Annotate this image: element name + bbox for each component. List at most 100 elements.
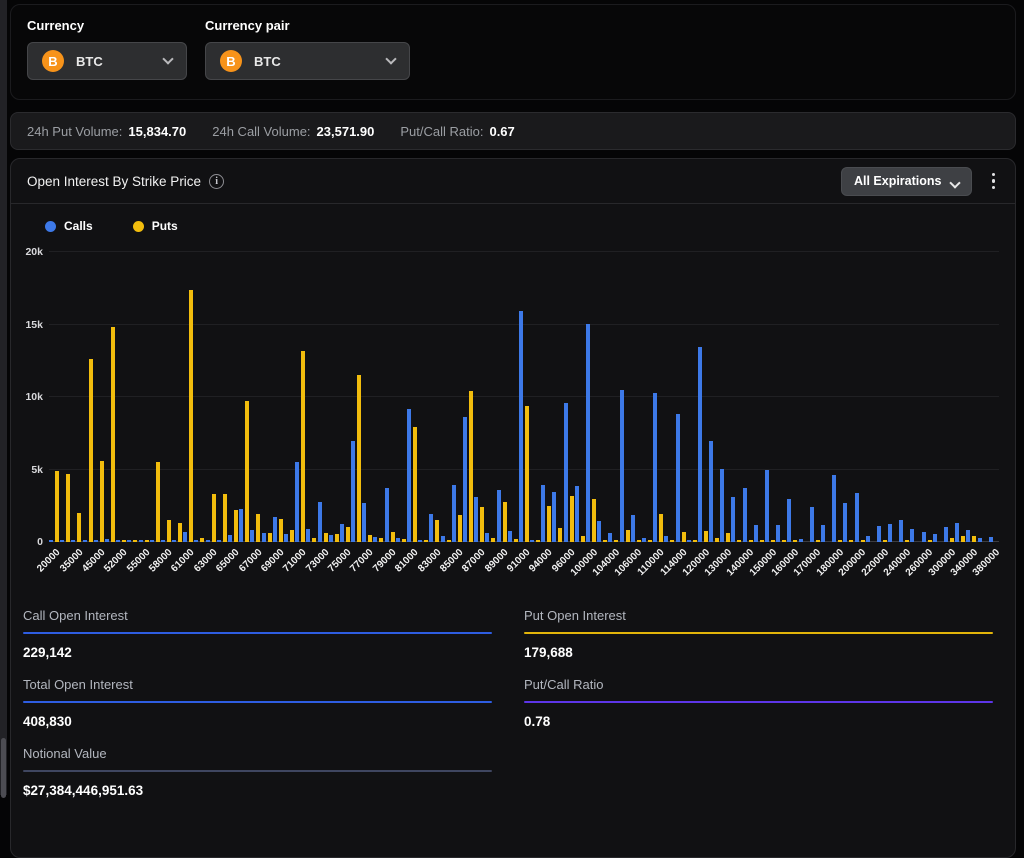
bar-group-55000[interactable]: 55000	[139, 252, 149, 542]
bar-group-50000[interactable]	[105, 252, 115, 542]
bar-group-102000[interactable]	[597, 252, 607, 542]
bar-group-79000[interactable]: 79000	[385, 252, 395, 542]
bar-group-72000[interactable]	[306, 252, 316, 542]
bar-group-63000[interactable]: 63000	[206, 252, 216, 542]
bar-group-77000[interactable]: 77000	[362, 252, 372, 542]
bar-group-70000[interactable]	[284, 252, 294, 542]
bar-group-380000[interactable]: 380000	[989, 252, 999, 542]
currency-dropdown[interactable]: B BTC	[27, 42, 187, 80]
scrollbar-thumb[interactable]	[1, 738, 6, 798]
bar-group-320000[interactable]	[955, 252, 965, 542]
bar-group-260000[interactable]: 260000	[922, 252, 932, 542]
bar-group-95000[interactable]	[552, 252, 562, 542]
bar-group-190000[interactable]	[843, 252, 853, 542]
bar-group-140000[interactable]: 140000	[743, 252, 753, 542]
bar-group-98000[interactable]	[575, 252, 585, 542]
bar-group-67000[interactable]: 67000	[250, 252, 260, 542]
bar-group-35000[interactable]: 35000	[71, 252, 81, 542]
bar-group-68000[interactable]	[262, 252, 272, 542]
bar-group-280000[interactable]	[933, 252, 943, 542]
bar-group-130000[interactable]: 130000	[720, 252, 730, 542]
bar-group-116000[interactable]	[687, 252, 697, 542]
bar-group-89000[interactable]: 89000	[497, 252, 507, 542]
chevron-down-icon	[385, 53, 396, 64]
bar-group-80000[interactable]	[396, 252, 406, 542]
bar-group-170000[interactable]: 170000	[810, 252, 820, 542]
bar-group-86000[interactable]	[463, 252, 473, 542]
bar-group-104000[interactable]: 104000	[608, 252, 618, 542]
bar-group-165000[interactable]	[799, 252, 809, 542]
chart-legend: Calls Puts	[45, 216, 1015, 236]
bar-group-120000[interactable]: 120000	[698, 252, 708, 542]
bar-group-300000[interactable]: 300000	[944, 252, 954, 542]
calls-bar	[731, 497, 735, 542]
bar-group-81000[interactable]: 81000	[407, 252, 417, 542]
bar-group-85000[interactable]: 85000	[452, 252, 462, 542]
bar-group-88000[interactable]	[485, 252, 495, 542]
bar-group-45000[interactable]: 45000	[94, 252, 104, 542]
bar-group-360000[interactable]	[978, 252, 988, 542]
calls-bar	[821, 525, 825, 542]
more-options-icon[interactable]	[986, 169, 1002, 194]
info-icon[interactable]: i	[209, 174, 224, 189]
bar-group-64000[interactable]	[217, 252, 227, 542]
bar-group-66000[interactable]	[239, 252, 249, 542]
bar-group-108000[interactable]	[642, 252, 652, 542]
bar-group-94000[interactable]: 94000	[541, 252, 551, 542]
bar-group-82000[interactable]	[418, 252, 428, 542]
bar-group-230000[interactable]	[888, 252, 898, 542]
bar-group-200000[interactable]: 200000	[855, 252, 865, 542]
currency-pair-dropdown[interactable]: B BTC	[205, 42, 410, 80]
bar-group-110000[interactable]: 110000	[653, 252, 663, 542]
bar-group-160000[interactable]: 160000	[787, 252, 797, 542]
bar-group-62000[interactable]	[194, 252, 204, 542]
bar-group-220000[interactable]: 220000	[877, 252, 887, 542]
bar-group-90000[interactable]	[508, 252, 518, 542]
bar-group-74000[interactable]	[329, 252, 339, 542]
bar-group-240000[interactable]: 240000	[899, 252, 909, 542]
bar-group-30000[interactable]	[60, 252, 70, 542]
bar-group-91000[interactable]: 91000	[519, 252, 529, 542]
bar-group-175000[interactable]	[821, 252, 831, 542]
puts-bar	[368, 535, 372, 542]
scrollbar-track[interactable]	[0, 0, 7, 795]
bar-group-40000[interactable]	[83, 252, 93, 542]
bar-group-180000[interactable]: 180000	[832, 252, 842, 542]
bar-group-135000[interactable]	[731, 252, 741, 542]
bar-group-78000[interactable]	[373, 252, 383, 542]
bar-group-76000[interactable]	[351, 252, 361, 542]
bar-group-105000[interactable]	[620, 252, 630, 542]
bar-group-112000[interactable]	[664, 252, 674, 542]
bar-group-75000[interactable]: 75000	[340, 252, 350, 542]
bar-group-69000[interactable]: 69000	[273, 252, 283, 542]
bar-group-96000[interactable]: 96000	[564, 252, 574, 542]
bar-group-125000[interactable]	[709, 252, 719, 542]
bar-group-60000[interactable]	[172, 252, 182, 542]
puts-bar	[503, 502, 507, 542]
bar-group-73000[interactable]: 73000	[318, 252, 328, 542]
bar-group-56000[interactable]	[150, 252, 160, 542]
bar-group-106000[interactable]: 106000	[631, 252, 641, 542]
expirations-dropdown[interactable]: All Expirations	[841, 167, 972, 196]
bar-group-250000[interactable]	[910, 252, 920, 542]
legend-item-puts[interactable]: Puts	[133, 219, 178, 233]
bar-group-58000[interactable]: 58000	[161, 252, 171, 542]
bar-group-155000[interactable]	[776, 252, 786, 542]
bar-group-210000[interactable]	[866, 252, 876, 542]
bar-group-20000[interactable]: 20000	[49, 252, 59, 542]
bar-group-61000[interactable]: 61000	[183, 252, 193, 542]
bar-group-54000[interactable]	[127, 252, 137, 542]
bar-group-83000[interactable]: 83000	[429, 252, 439, 542]
bar-group-52000[interactable]: 52000	[116, 252, 126, 542]
bar-group-100000[interactable]: 100000	[586, 252, 596, 542]
bar-group-87000[interactable]: 87000	[474, 252, 484, 542]
bar-group-92000[interactable]	[530, 252, 540, 542]
bar-group-84000[interactable]	[441, 252, 451, 542]
bar-group-145000[interactable]	[754, 252, 764, 542]
bar-group-71000[interactable]: 71000	[295, 252, 305, 542]
legend-item-calls[interactable]: Calls	[45, 219, 93, 233]
bar-group-114000[interactable]: 114000	[676, 252, 686, 542]
bar-group-150000[interactable]: 150000	[765, 252, 775, 542]
bar-group-340000[interactable]: 340000	[966, 252, 976, 542]
bar-group-65000[interactable]: 65000	[228, 252, 238, 542]
